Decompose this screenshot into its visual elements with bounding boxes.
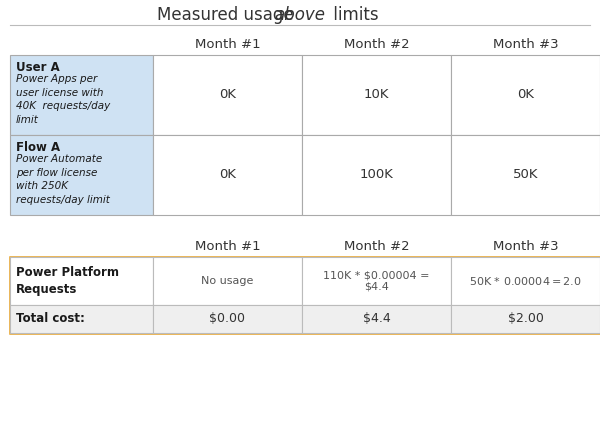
Text: 110K * $0.00004 =
$4.4: 110K * $0.00004 = $4.4 [323,270,430,292]
Bar [10,55,153,135]
Bar [153,257,302,305]
Text: Power Apps per
user license with
40K  requests/day
limit: Power Apps per user license with 40K req… [16,74,110,125]
Bar [302,257,451,305]
Text: Measured usage: Measured usage [157,6,299,24]
Text: Power Platform
Requests: Power Platform Requests [16,266,119,296]
Text: Month #2: Month #2 [344,240,409,253]
Text: 50K: 50K [513,168,538,181]
Text: 100K: 100K [359,168,394,181]
Bar [153,135,302,215]
Text: $2.00: $2.00 [508,312,544,325]
Bar [451,305,600,333]
Text: No usage: No usage [202,276,254,286]
Bar [153,55,302,135]
Text: above: above [275,6,325,24]
Text: 10K: 10K [364,88,389,101]
Text: 0K: 0K [219,168,236,181]
Text: Month #3: Month #3 [493,240,559,253]
Text: Month #3: Month #3 [493,37,559,51]
Text: Month #2: Month #2 [344,37,409,51]
Bar [302,305,451,333]
Text: 50K * $0.00004 = $2.0: 50K * $0.00004 = $2.0 [469,275,582,287]
Bar [10,135,153,215]
Bar [10,305,153,333]
Text: Month #1: Month #1 [194,37,260,51]
Text: 0K: 0K [517,88,534,101]
Bar [451,55,600,135]
Bar [10,257,600,333]
Bar [451,257,600,305]
Text: User A: User A [16,61,60,74]
Text: Month #1: Month #1 [194,240,260,253]
Text: Power Automate
per flow license
with 250K
requests/day limit: Power Automate per flow license with 250… [16,154,110,205]
Text: Flow A: Flow A [16,141,60,154]
Text: limits: limits [328,6,379,24]
Text: $0.00: $0.00 [209,312,245,325]
Bar [302,55,451,135]
Bar [451,135,600,215]
Bar [10,257,153,305]
Text: 0K: 0K [219,88,236,101]
Bar [153,305,302,333]
Bar [302,135,451,215]
Text: $4.4: $4.4 [362,312,391,325]
Text: Total cost:: Total cost: [16,312,85,325]
